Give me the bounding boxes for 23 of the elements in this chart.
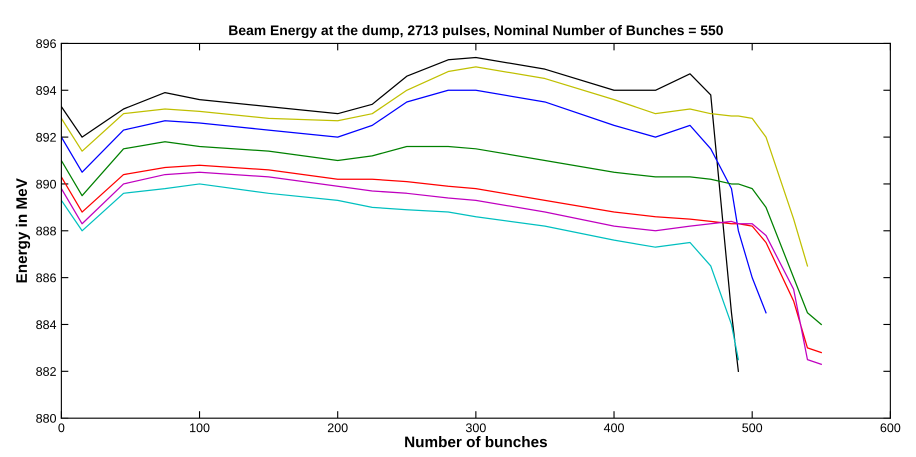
x-tick-label: 400 bbox=[604, 423, 624, 432]
y-tick-label: 896 bbox=[36, 39, 56, 48]
chart-title: Beam Energy at the dump, 2713 pulses, Nominal Number of Bunches = 550 bbox=[229, 25, 723, 38]
x-tick-label: 500 bbox=[742, 423, 762, 432]
y-tick-label: 888 bbox=[36, 226, 56, 236]
x-tick-label: 200 bbox=[328, 423, 348, 432]
x-tick-label: 0 bbox=[58, 423, 64, 432]
y-tick-label: 882 bbox=[36, 367, 56, 376]
y-tick-label: 892 bbox=[36, 132, 56, 142]
line-series bbox=[61, 183, 739, 360]
y-tick-label: 886 bbox=[36, 273, 56, 282]
line-series bbox=[61, 66, 808, 267]
x-tick-label: 600 bbox=[880, 423, 900, 432]
y-tick-label: 884 bbox=[36, 320, 56, 330]
y-tick-label: 894 bbox=[36, 86, 56, 95]
y-tick-label: 890 bbox=[36, 180, 56, 189]
x-axis-title: Number of bunches bbox=[405, 436, 547, 448]
y-axis-title: Energy in MeV bbox=[16, 178, 30, 282]
line-series bbox=[61, 90, 767, 314]
x-tick-label: 100 bbox=[190, 423, 210, 432]
x-tick-label: 300 bbox=[466, 423, 486, 432]
line-series bbox=[61, 141, 822, 326]
y-tick-label: 880 bbox=[36, 414, 56, 423]
